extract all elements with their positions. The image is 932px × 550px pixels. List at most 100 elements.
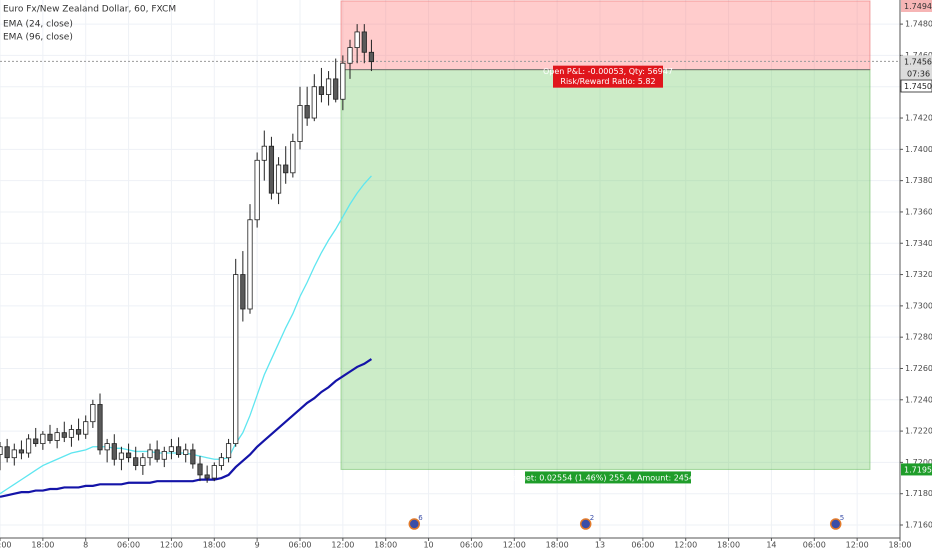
candle-body — [368, 51, 375, 63]
candle-body — [347, 47, 353, 64]
x-tick-label: 13 — [595, 541, 605, 550]
y-tick-label: 1.73800 — [905, 176, 932, 185]
candle-body — [361, 31, 367, 53]
entry-price-label: 1.74509 — [904, 82, 932, 91]
candle-body — [147, 449, 153, 459]
candle-body — [90, 404, 96, 423]
candle-body — [25, 438, 32, 454]
y-tick-label: 1.72600 — [905, 364, 932, 373]
candle-body — [204, 474, 210, 479]
ema-line — [0, 358, 373, 498]
candle-body — [233, 274, 239, 445]
candle-body — [33, 438, 39, 445]
candle-body — [140, 457, 146, 466]
x-tick-label: 18:00 — [888, 541, 911, 550]
candle-body — [133, 457, 139, 466]
candle-body — [118, 452, 125, 460]
event-icon — [408, 518, 421, 530]
x-tick-label: 06:00 — [460, 541, 483, 550]
indicator-label: EMA (96, close) — [3, 33, 73, 43]
x-tick-label: 12:00 — [674, 541, 697, 550]
candle-body — [297, 105, 303, 142]
event-label: 6 — [418, 514, 423, 522]
event-icon — [579, 518, 592, 530]
candle-body — [311, 86, 317, 119]
candle-body — [261, 145, 267, 161]
candle-body — [0, 446, 3, 455]
candle-body — [283, 164, 289, 174]
candle-body — [75, 429, 82, 435]
x-tick-label: 8 — [83, 541, 88, 550]
candle-body — [225, 443, 232, 459]
candle-body — [68, 429, 75, 438]
x-tick-label: 12:00 — [503, 541, 526, 550]
candle-body — [4, 446, 10, 459]
position-label: Open P&L: -0.00053, Qty: 56947 — [543, 67, 673, 76]
candle-body — [97, 404, 103, 451]
last-price-label-bg — [901, 55, 932, 68]
chart-title: Euro Fx/New Zealand Dollar, 60, FXCM — [3, 5, 176, 15]
candle-body — [325, 78, 332, 95]
event-label: 2 — [590, 514, 594, 522]
x-tick-label: 18:00 — [374, 541, 397, 550]
x-tick-label: 10 — [423, 541, 433, 550]
y-tick-label: 1.73400 — [905, 239, 932, 248]
position-label: Target: 0.02554 (1.46%) 255.4, Amount: 2… — [508, 473, 707, 482]
x-tick-label: 12:00 — [331, 541, 354, 550]
x-tick-label: 18:00 — [717, 541, 740, 550]
target-price-label: 1.71955 — [904, 465, 932, 474]
candle-body — [61, 432, 67, 438]
y-tick-label: 1.74200 — [905, 114, 932, 123]
indicator-label: EMA (24, close) — [3, 20, 73, 30]
x-tick-label: 06:00 — [803, 541, 826, 550]
candle-body — [275, 164, 282, 194]
y-tick-label: 1.72800 — [905, 333, 932, 342]
candle-body — [40, 433, 46, 445]
position-label-bg — [553, 65, 663, 88]
x-tick-label: 12:00 — [846, 541, 869, 550]
candle-body — [190, 449, 196, 465]
candle-body — [304, 105, 310, 119]
x-tick-label: 12:00 — [0, 541, 12, 550]
position-label: Risk/Reward Ratio: 5.82 — [560, 77, 655, 86]
countdown: 07:36 — [907, 69, 930, 78]
candle-body — [47, 433, 53, 441]
candle-body — [340, 62, 346, 100]
x-tick-label: 12:00 — [160, 541, 183, 550]
x-tick-label: 14 — [766, 541, 776, 550]
candle-body — [154, 449, 160, 460]
candle-body — [83, 421, 89, 435]
candle-body — [161, 451, 167, 460]
x-tick-label: 18:00 — [31, 541, 54, 550]
candle-body — [18, 449, 25, 454]
position-tool: Open P&L: -0.00053, Qty: 56947Risk/Rewar… — [0, 0, 900, 530]
labels: Euro Fx/New Zealand Dollar, 60, FXCM EMA… — [3, 5, 176, 43]
target-price-label-bg — [901, 463, 932, 476]
candle-body — [125, 452, 132, 459]
candle-body — [254, 159, 260, 221]
last-price-label: 1.74562 — [904, 57, 932, 66]
y-tick-label: 1.71600 — [905, 521, 932, 530]
stop-zone — [340, 0, 871, 71]
x-tick-label: 06:00 — [631, 541, 654, 550]
y-tick-label: 1.73200 — [905, 270, 932, 279]
event-label: 5 — [840, 514, 844, 522]
candle-body — [175, 446, 182, 455]
x-tick-label: 18:00 — [546, 541, 569, 550]
y-tick-label: 1.71800 — [905, 489, 932, 498]
candles — [0, 24, 375, 483]
countdown-bg — [901, 67, 932, 80]
target-zone — [340, 69, 871, 470]
y-tick-label: 1.73600 — [905, 207, 932, 216]
y-tick-label: 1.72400 — [905, 395, 932, 404]
x-tick-label: 18:00 — [203, 541, 226, 550]
candle-body — [111, 443, 117, 460]
candle-body — [104, 443, 110, 451]
y-tick-label: 1.74000 — [905, 145, 932, 154]
stop-price-label-bg — [901, 0, 932, 12]
candle-body — [11, 449, 17, 459]
